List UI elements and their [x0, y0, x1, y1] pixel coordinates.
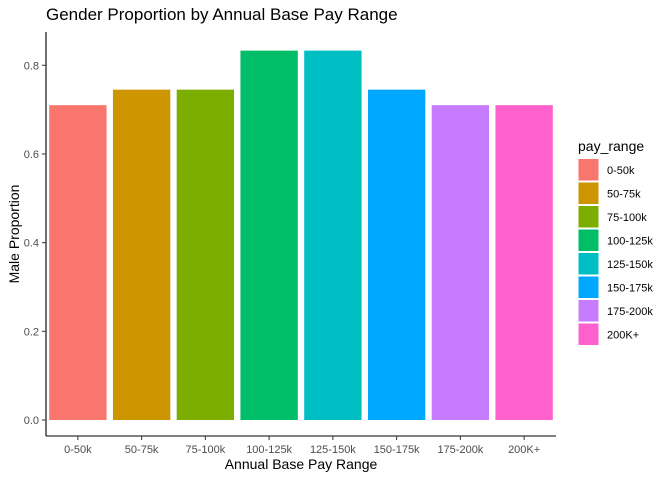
x-tick-label: 75-100k: [185, 444, 225, 456]
legend-label-75-100k: 75-100k: [607, 212, 647, 224]
bar-50-75k: [112, 89, 171, 421]
y-tick-label: 0.6: [24, 149, 39, 161]
legend-key-200K+: [578, 323, 599, 345]
bar-100-125k: [240, 50, 298, 421]
x-tick-label: 50-75k: [125, 444, 159, 456]
y-tick-label: 0.0: [24, 415, 39, 427]
legend-key-0-50k: [578, 159, 599, 181]
legend-key-100-125k: [578, 229, 599, 251]
legend-label-150-175k: 150-175k: [607, 282, 653, 294]
y-tick-label: 0.2: [24, 326, 39, 338]
legend-label-0-50k: 0-50k: [607, 165, 635, 177]
bar-125-150k: [304, 50, 362, 421]
bar-175-200k: [431, 105, 490, 421]
x-tick-label: 175-200k: [437, 444, 483, 456]
x-tick-label: 200K+: [508, 444, 540, 456]
bar-75-100k: [176, 89, 235, 421]
x-tick-label: 0-50k: [64, 444, 92, 456]
legend-key-150-175k: [578, 276, 599, 298]
legend-key-125-150k: [578, 253, 599, 275]
legend-key-75-100k: [578, 206, 599, 228]
y-tick-label: 0.8: [24, 60, 39, 72]
y-tick-label: 0.4: [24, 238, 39, 250]
x-axis-title: Annual Base Pay Range: [225, 456, 378, 472]
bar-0-50k: [49, 105, 107, 421]
legend-label-175-200k: 175-200k: [607, 306, 653, 318]
legend-key-50-75k: [578, 182, 599, 204]
x-tick-label: 100-125k: [246, 444, 292, 456]
y-axis-title: Male Proportion: [6, 185, 22, 284]
x-tick-label: 150-175k: [374, 444, 420, 456]
legend-label-100-125k: 100-125k: [607, 235, 653, 247]
chart-title: Gender Proportion by Annual Base Pay Ran…: [46, 5, 398, 24]
x-tick-label: 125-150k: [310, 444, 356, 456]
legend-label-50-75k: 50-75k: [607, 188, 641, 200]
legend-title: pay_range: [578, 138, 644, 154]
legend-label-200K+: 200K+: [607, 329, 639, 341]
bar-200K+: [495, 105, 553, 421]
legend-label-125-150k: 125-150k: [607, 259, 653, 271]
legend-key-175-200k: [578, 300, 599, 322]
bar-150-175k: [367, 89, 426, 421]
